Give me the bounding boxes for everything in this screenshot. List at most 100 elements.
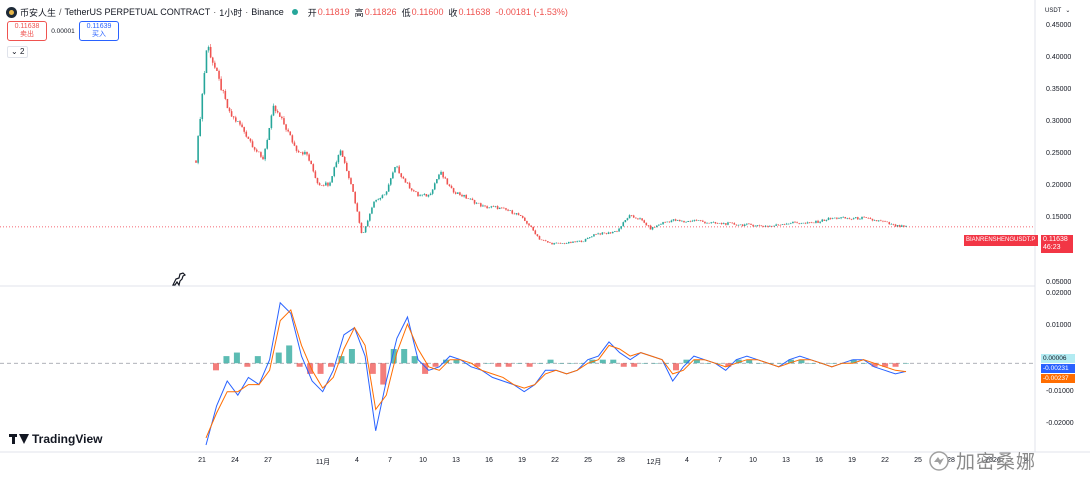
buy-button[interactable]: 0.11639 买入 <box>79 21 119 41</box>
candle-body <box>469 198 472 200</box>
candle-body <box>651 227 654 230</box>
candle-body <box>827 217 830 220</box>
candle-body <box>356 203 359 212</box>
candle-body <box>494 206 497 207</box>
histogram-bar <box>558 363 564 364</box>
candle-body <box>544 240 547 242</box>
candle-body <box>699 220 702 221</box>
currency-selector[interactable]: USDT ⌄ <box>1045 7 1070 14</box>
contract-name[interactable]: TetherUS PERPETUAL CONTRACT <box>64 7 211 17</box>
candle-body <box>848 218 851 220</box>
candle-body <box>798 223 800 224</box>
candle-body <box>666 221 669 223</box>
candle-body <box>406 182 409 184</box>
chevron-down-icon: ⌄ <box>11 47 18 56</box>
candle-body <box>779 224 782 226</box>
candle-body <box>674 219 677 221</box>
candle-body <box>490 206 493 208</box>
candle-body <box>563 243 566 244</box>
time-axis-label: 10 <box>749 457 757 464</box>
market-status-icon[interactable] <box>291 9 298 15</box>
candle-body <box>534 230 537 235</box>
candle-body <box>253 147 256 150</box>
candle-body <box>568 241 570 244</box>
candle-body <box>752 224 754 227</box>
candle-body <box>741 224 744 226</box>
candle-body <box>737 225 740 226</box>
candle-body <box>641 218 643 221</box>
candle-body <box>228 108 231 112</box>
candle-body <box>218 70 220 79</box>
time-axis-label: 13 <box>452 457 460 464</box>
candle-body <box>720 222 723 225</box>
candle-body <box>896 225 899 227</box>
histogram-bar <box>693 359 700 364</box>
candle-body <box>536 234 539 237</box>
indicators-toggle[interactable]: ⌄ 2 <box>7 46 29 58</box>
histogram-bar <box>798 359 805 364</box>
histogram-bar <box>411 356 418 364</box>
candle-body <box>417 192 419 197</box>
candle-body <box>320 185 323 186</box>
candle-body <box>433 183 436 190</box>
histogram-bar <box>338 356 345 364</box>
candle-body <box>343 156 346 163</box>
candle-body <box>880 220 882 222</box>
signal-line <box>205 308 907 439</box>
candle-body <box>892 223 895 225</box>
candle-body <box>670 220 673 223</box>
candle-body <box>773 225 775 227</box>
candle-body <box>842 216 844 218</box>
candle-body <box>549 242 551 243</box>
histogram-bar <box>422 363 429 374</box>
candle-body <box>492 206 495 207</box>
histogram-bar <box>401 349 408 364</box>
candle-body <box>268 127 271 141</box>
histogram-bar <box>286 345 293 364</box>
tradingview-logo[interactable]: TradingView <box>9 432 102 446</box>
candle-body <box>762 226 765 227</box>
histogram-bar <box>652 363 659 364</box>
histogram-bar <box>683 359 690 364</box>
candle-body <box>777 224 780 226</box>
candle-body <box>731 222 733 224</box>
histogram-bar <box>223 356 230 364</box>
candle-body <box>898 225 901 227</box>
time-axis-label: 12月 <box>646 459 662 466</box>
candle-body <box>281 116 283 119</box>
candle-body <box>450 185 453 189</box>
candle-body <box>258 151 260 153</box>
osc-axis-tick: -0.01000 <box>1046 388 1074 395</box>
candle-body <box>645 222 648 226</box>
time-axis-label: 10 <box>419 457 427 464</box>
candle-body <box>350 178 352 185</box>
candle-body <box>819 221 821 223</box>
time-axis-label: 13 <box>782 457 790 464</box>
low-label: 低 <box>401 7 411 18</box>
oscillator-pane[interactable] <box>0 301 1035 446</box>
histogram-bar <box>537 363 544 364</box>
candle-body <box>456 192 459 194</box>
candle-body <box>532 226 534 231</box>
candle-body <box>278 112 281 117</box>
candle-body <box>620 226 622 229</box>
candle-body <box>498 207 501 210</box>
candle-body <box>404 178 407 183</box>
candle-body <box>496 206 499 210</box>
candle-body <box>272 105 275 116</box>
candle-body <box>785 223 788 225</box>
candle-body <box>624 220 627 223</box>
candle-body <box>626 218 629 221</box>
osc-axis-tick: -0.02000 <box>1046 420 1074 427</box>
coin-icon <box>6 6 17 18</box>
candle-body <box>230 111 233 117</box>
symbol-name[interactable]: 币安人生 <box>20 7 57 18</box>
candle-body <box>611 231 614 234</box>
price-pane[interactable] <box>0 44 1035 245</box>
candle-body <box>584 238 587 242</box>
interval-label[interactable]: 1小时 <box>219 7 243 18</box>
sell-button[interactable]: 0.11638 卖出 <box>7 21 47 41</box>
histogram-bar <box>578 363 585 364</box>
candle-body <box>869 218 872 219</box>
